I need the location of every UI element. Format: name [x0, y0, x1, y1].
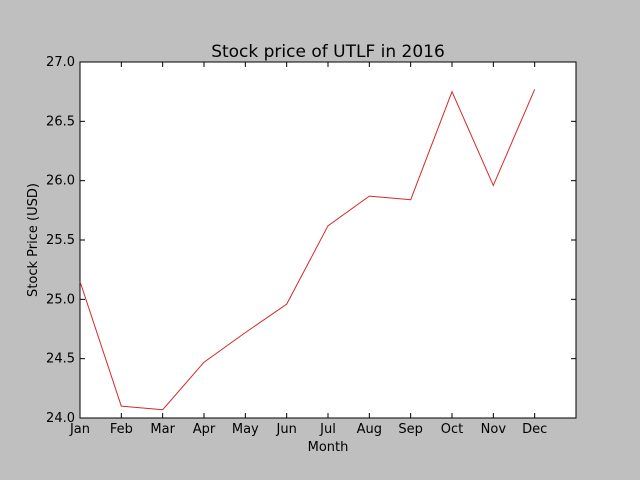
x-tick-label: Dec [522, 422, 547, 437]
x-tick-label: Apr [193, 422, 216, 437]
y-tick-label: 25.5 [46, 233, 75, 248]
y-tick-label: 27.0 [46, 55, 75, 70]
x-tick-label: Aug [357, 422, 382, 437]
y-axis: 24.0 24.5 25.0 25.5 26.0 26.5 27.0 [46, 55, 576, 426]
x-tick-label: Jul [319, 422, 336, 437]
series-line [79, 89, 536, 411]
x-tick-label: Feb [110, 422, 133, 437]
x-tick-label: Nov [481, 422, 507, 437]
x-tick-label: Jun [276, 422, 297, 437]
x-axis-label: Month [308, 440, 349, 455]
x-tick-label: Mar [150, 422, 175, 437]
y-tick-label: 25.0 [46, 292, 75, 307]
x-tick-label: Sep [398, 422, 423, 437]
plot-area [79, 61, 577, 419]
y-tick-label: 26.5 [46, 114, 75, 129]
chart-title: Stock price of UTLF in 2016 [211, 42, 445, 62]
x-tick-label: Jan [69, 422, 90, 437]
y-tick-label: 24.5 [46, 352, 75, 367]
x-axis: Jan Feb Mar Apr May Jun Jul Aug Sep Oct Nov Dec [69, 62, 547, 437]
x-tick-label: Oct [441, 422, 463, 437]
y-axis-label: Stock Price (USD) [26, 183, 41, 297]
x-tick-label: May [232, 422, 259, 437]
series-layer [79, 89, 536, 411]
y-tick-label: 26.0 [46, 174, 75, 189]
y-tick-label: 24.0 [46, 411, 75, 426]
